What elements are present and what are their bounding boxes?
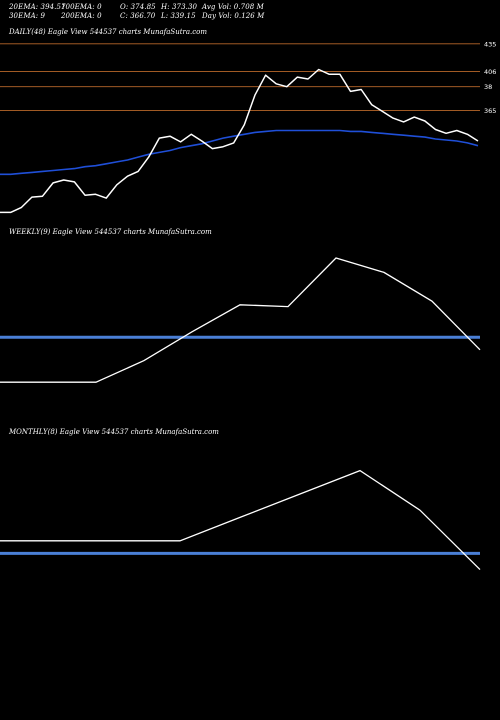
weekly-price-line	[0, 257, 481, 383]
avg-vol-readout: Avg Vol: 0.708 M	[202, 3, 264, 11]
level-label-3: 365	[484, 107, 496, 115]
level-label-1: 406	[484, 68, 496, 76]
level-label-2: 38	[484, 83, 492, 91]
ema100-readout: 100EMA: 0	[61, 3, 102, 11]
day-vol-readout: Day Vol: 0.126 M	[202, 12, 265, 20]
monthly-panel-title: MONTHLY(8) Eagle View 544537 charts Muna…	[9, 428, 219, 436]
close-readout: C: 366.70	[120, 12, 156, 20]
daily-ema-line	[0, 129, 479, 176]
open-readout: O: 374.85	[120, 3, 156, 11]
high-readout: H: 373.30	[161, 3, 198, 11]
level-label-0: 435	[484, 40, 496, 48]
ema30-readout: 30EMA: 9	[9, 12, 46, 20]
daily-price-line	[0, 68, 479, 214]
ema20-readout: 20EMA: 394.57	[9, 3, 66, 11]
monthly-price-line	[0, 469, 481, 571]
ema200-readout: 200EMA: 0	[61, 12, 102, 20]
low-readout: L: 339.15	[161, 12, 196, 20]
daily-panel-title: DAILY(48) Eagle View 544537 charts Munaf…	[9, 28, 208, 36]
weekly-panel-title: WEEKLY(9) Eagle View 544537 charts Munaf…	[9, 228, 212, 236]
